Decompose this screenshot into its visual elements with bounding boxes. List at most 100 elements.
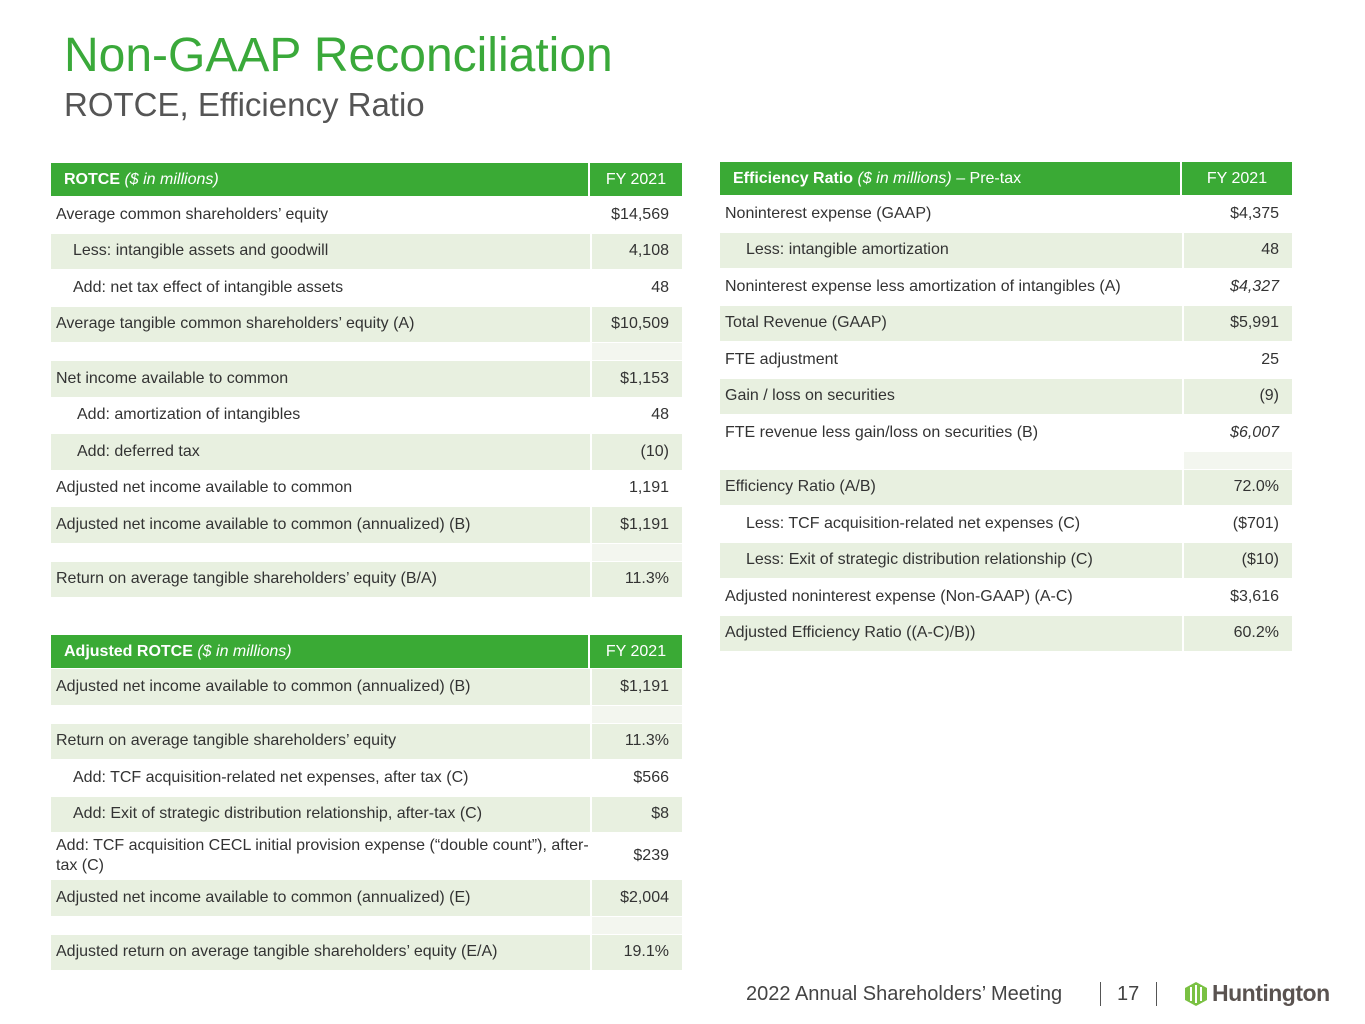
row-label: Average common shareholders’ equity [56, 205, 329, 223]
table-row: Efficiency Ratio (A/B) 72.0% [720, 469, 1292, 505]
table-header: Efficiency Ratio ($ in millions) – Pre-t… [720, 162, 1292, 195]
table-row: Add: TCF acquisition-related net expense… [51, 760, 682, 796]
column-header-fy2021: FY 2021 [588, 163, 682, 196]
row-value: $239 [590, 833, 682, 879]
table-row: Add: TCF acquisition CECL initial provis… [51, 833, 682, 879]
row-value: 48 [1182, 232, 1292, 268]
footer-divider [1156, 982, 1157, 1006]
row-value: $1,153 [590, 361, 682, 397]
row-value: 48 [590, 270, 682, 306]
row-value: 1,191 [590, 470, 682, 506]
table-row: Less: TCF acquisition-related net expens… [720, 506, 1292, 542]
row-label: Add: TCF acquisition CECL initial provis… [56, 837, 589, 874]
row-value: $6,007 [1182, 415, 1292, 451]
row-value: $2,004 [590, 880, 682, 916]
row-value: (9) [1182, 378, 1292, 414]
table-row: Add: net tax effect of intangible assets… [51, 270, 682, 306]
footer-divider [1100, 982, 1101, 1006]
row-value: 19.1% [590, 934, 682, 970]
table-row: Adjusted noninterest expense (Non-GAAP) … [720, 579, 1292, 615]
row-value: 48 [590, 397, 682, 433]
spacer-row [51, 543, 682, 561]
row-value: 11.3% [590, 561, 682, 597]
row-label: Noninterest expense less amortization of… [725, 277, 1121, 295]
footer-meeting: 2022 Annual Shareholders’ Meeting [746, 983, 1063, 1005]
row-label: Add: Exit of strategic distribution rela… [51, 796, 590, 832]
table-row: Return on average tangible shareholders’… [51, 561, 682, 597]
row-label: Add: net tax effect of intangible assets [73, 278, 344, 296]
row-value: (10) [590, 434, 682, 470]
logo-hexagon-icon [1185, 981, 1207, 1006]
efficiency-ratio-table: Efficiency Ratio ($ in millions) – Pre-t… [720, 162, 1292, 651]
table-row: FTE adjustment 25 [720, 342, 1292, 378]
table-header: ROTCE ($ in millions) FY 2021 [51, 163, 682, 196]
table-row: Less: intangible amortization 48 [720, 232, 1292, 268]
row-label: Adjusted net income available to common … [51, 880, 590, 916]
table-row: Adjusted Efficiency Ratio ((A-C)/B)) 60.2… [720, 615, 1292, 651]
row-label: Return on average tangible shareholders’… [51, 723, 590, 759]
row-label: FTE adjustment [725, 350, 838, 368]
row-value: $14,569 [590, 197, 682, 233]
table-row: Add: amortization of intangibles 48 [51, 397, 682, 433]
spacer-row [51, 705, 682, 723]
table-header: Adjusted ROTCE ($ in millions) FY 2021 [51, 635, 682, 668]
table-row: Average common shareholders’ equity $14,5… [51, 197, 682, 233]
page-title: Non-GAAP Reconciliation [64, 29, 613, 82]
table-row: Net income available to common $1,153 [51, 361, 682, 397]
row-label: Adjusted net income available to common … [51, 507, 590, 543]
rotce-table: ROTCE ($ in millions) FY 2021 Average com… [51, 163, 682, 597]
spacer-row [51, 343, 682, 360]
table-row: Less: intangible assets and goodwill 4,10… [51, 233, 682, 269]
row-value: 72.0% [1182, 469, 1292, 505]
row-label: Less: intangible assets and goodwill [51, 233, 590, 269]
row-value: 25 [1182, 342, 1292, 378]
row-value: $10,509 [590, 306, 682, 342]
row-label: Net income available to common [51, 361, 590, 397]
row-value: $1,191 [590, 507, 682, 543]
huntington-logo: Huntington [1184, 980, 1330, 1007]
row-label: Add: deferred tax [51, 434, 590, 470]
row-label: Adjusted Efficiency Ratio ((A-C)/B)) [720, 615, 1182, 651]
row-label: Adjusted net income available to common [56, 479, 353, 497]
column-header-fy2021: FY 2021 [588, 635, 682, 668]
row-value: $8 [590, 796, 682, 832]
table-row: Noninterest expense (GAAP) $4,375 [720, 196, 1292, 232]
row-value: $4,375 [1182, 196, 1292, 232]
row-label: Less: intangible amortization [720, 232, 1182, 268]
row-label: Less: Exit of strategic distribution rel… [720, 542, 1182, 578]
row-value: $3,616 [1182, 579, 1292, 615]
table-row: Adjusted return on average tangible shar… [51, 934, 682, 970]
table-row: Add: Exit of strategic distribution rela… [51, 796, 682, 832]
spacer-row [51, 916, 682, 934]
row-value: ($10) [1182, 542, 1292, 578]
row-value: 60.2% [1182, 615, 1292, 651]
page-subtitle: ROTCE, Efficiency Ratio [64, 86, 425, 123]
row-label: Noninterest expense (GAAP) [725, 204, 932, 222]
row-label: Average tangible common shareholders’ eq… [51, 306, 590, 342]
row-label: Adjusted net income available to common … [51, 669, 590, 705]
row-value: $566 [590, 760, 682, 796]
row-value: 11.3% [590, 723, 682, 759]
row-label: Adjusted noninterest expense (Non-GAAP) … [725, 587, 1073, 605]
table-row: Gain / loss on securities (9) [720, 378, 1292, 414]
row-label: FTE revenue less gain/loss on securities… [725, 423, 1039, 441]
table-row: Add: deferred tax (10) [51, 434, 682, 470]
table-row: Return on average tangible shareholders’… [51, 723, 682, 759]
row-label: Adjusted return on average tangible shar… [51, 934, 590, 970]
row-label: Add: TCF acquisition-related net expense… [73, 768, 469, 786]
row-value: $5,991 [1182, 305, 1292, 341]
table-row: Adjusted net income available to common … [51, 669, 682, 705]
row-value: $4,327 [1182, 269, 1292, 305]
row-label: Total Revenue (GAAP) [720, 305, 1182, 341]
spacer-row [720, 451, 1292, 469]
row-value: $1,191 [590, 669, 682, 705]
table-row: FTE revenue less gain/loss on securities… [720, 415, 1292, 451]
column-header-fy2021: FY 2021 [1180, 162, 1292, 195]
table-row: Less: Exit of strategic distribution rel… [720, 542, 1292, 578]
row-label: Less: TCF acquisition-related net expens… [746, 514, 1081, 532]
row-value: 4,108 [590, 233, 682, 269]
table-row: Adjusted net income available to common … [51, 507, 682, 543]
table-row: Total Revenue (GAAP) $5,991 [720, 305, 1292, 341]
adjusted-rotce-table: Adjusted ROTCE ($ in millions) FY 2021 Ad… [51, 635, 682, 970]
table-row: Average tangible common shareholders’ eq… [51, 306, 682, 342]
